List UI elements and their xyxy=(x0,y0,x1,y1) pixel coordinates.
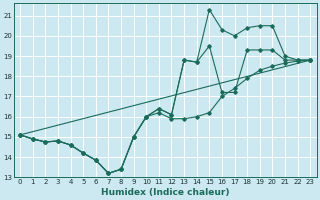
X-axis label: Humidex (Indice chaleur): Humidex (Indice chaleur) xyxy=(101,188,229,197)
